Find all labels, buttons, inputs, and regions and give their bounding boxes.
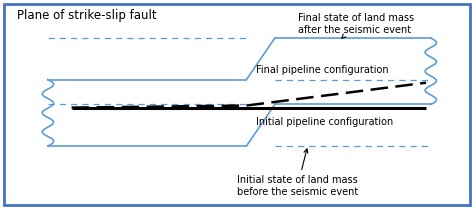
Text: Initial state of land mass
before the seismic event: Initial state of land mass before the se… [237, 149, 358, 197]
Text: Final state of land mass
after the seismic event: Final state of land mass after the seism… [299, 13, 415, 38]
Text: Initial pipeline configuration: Initial pipeline configuration [256, 117, 393, 127]
Text: Final pipeline configuration: Final pipeline configuration [256, 65, 389, 75]
Text: Plane of strike-slip fault: Plane of strike-slip fault [17, 9, 157, 22]
